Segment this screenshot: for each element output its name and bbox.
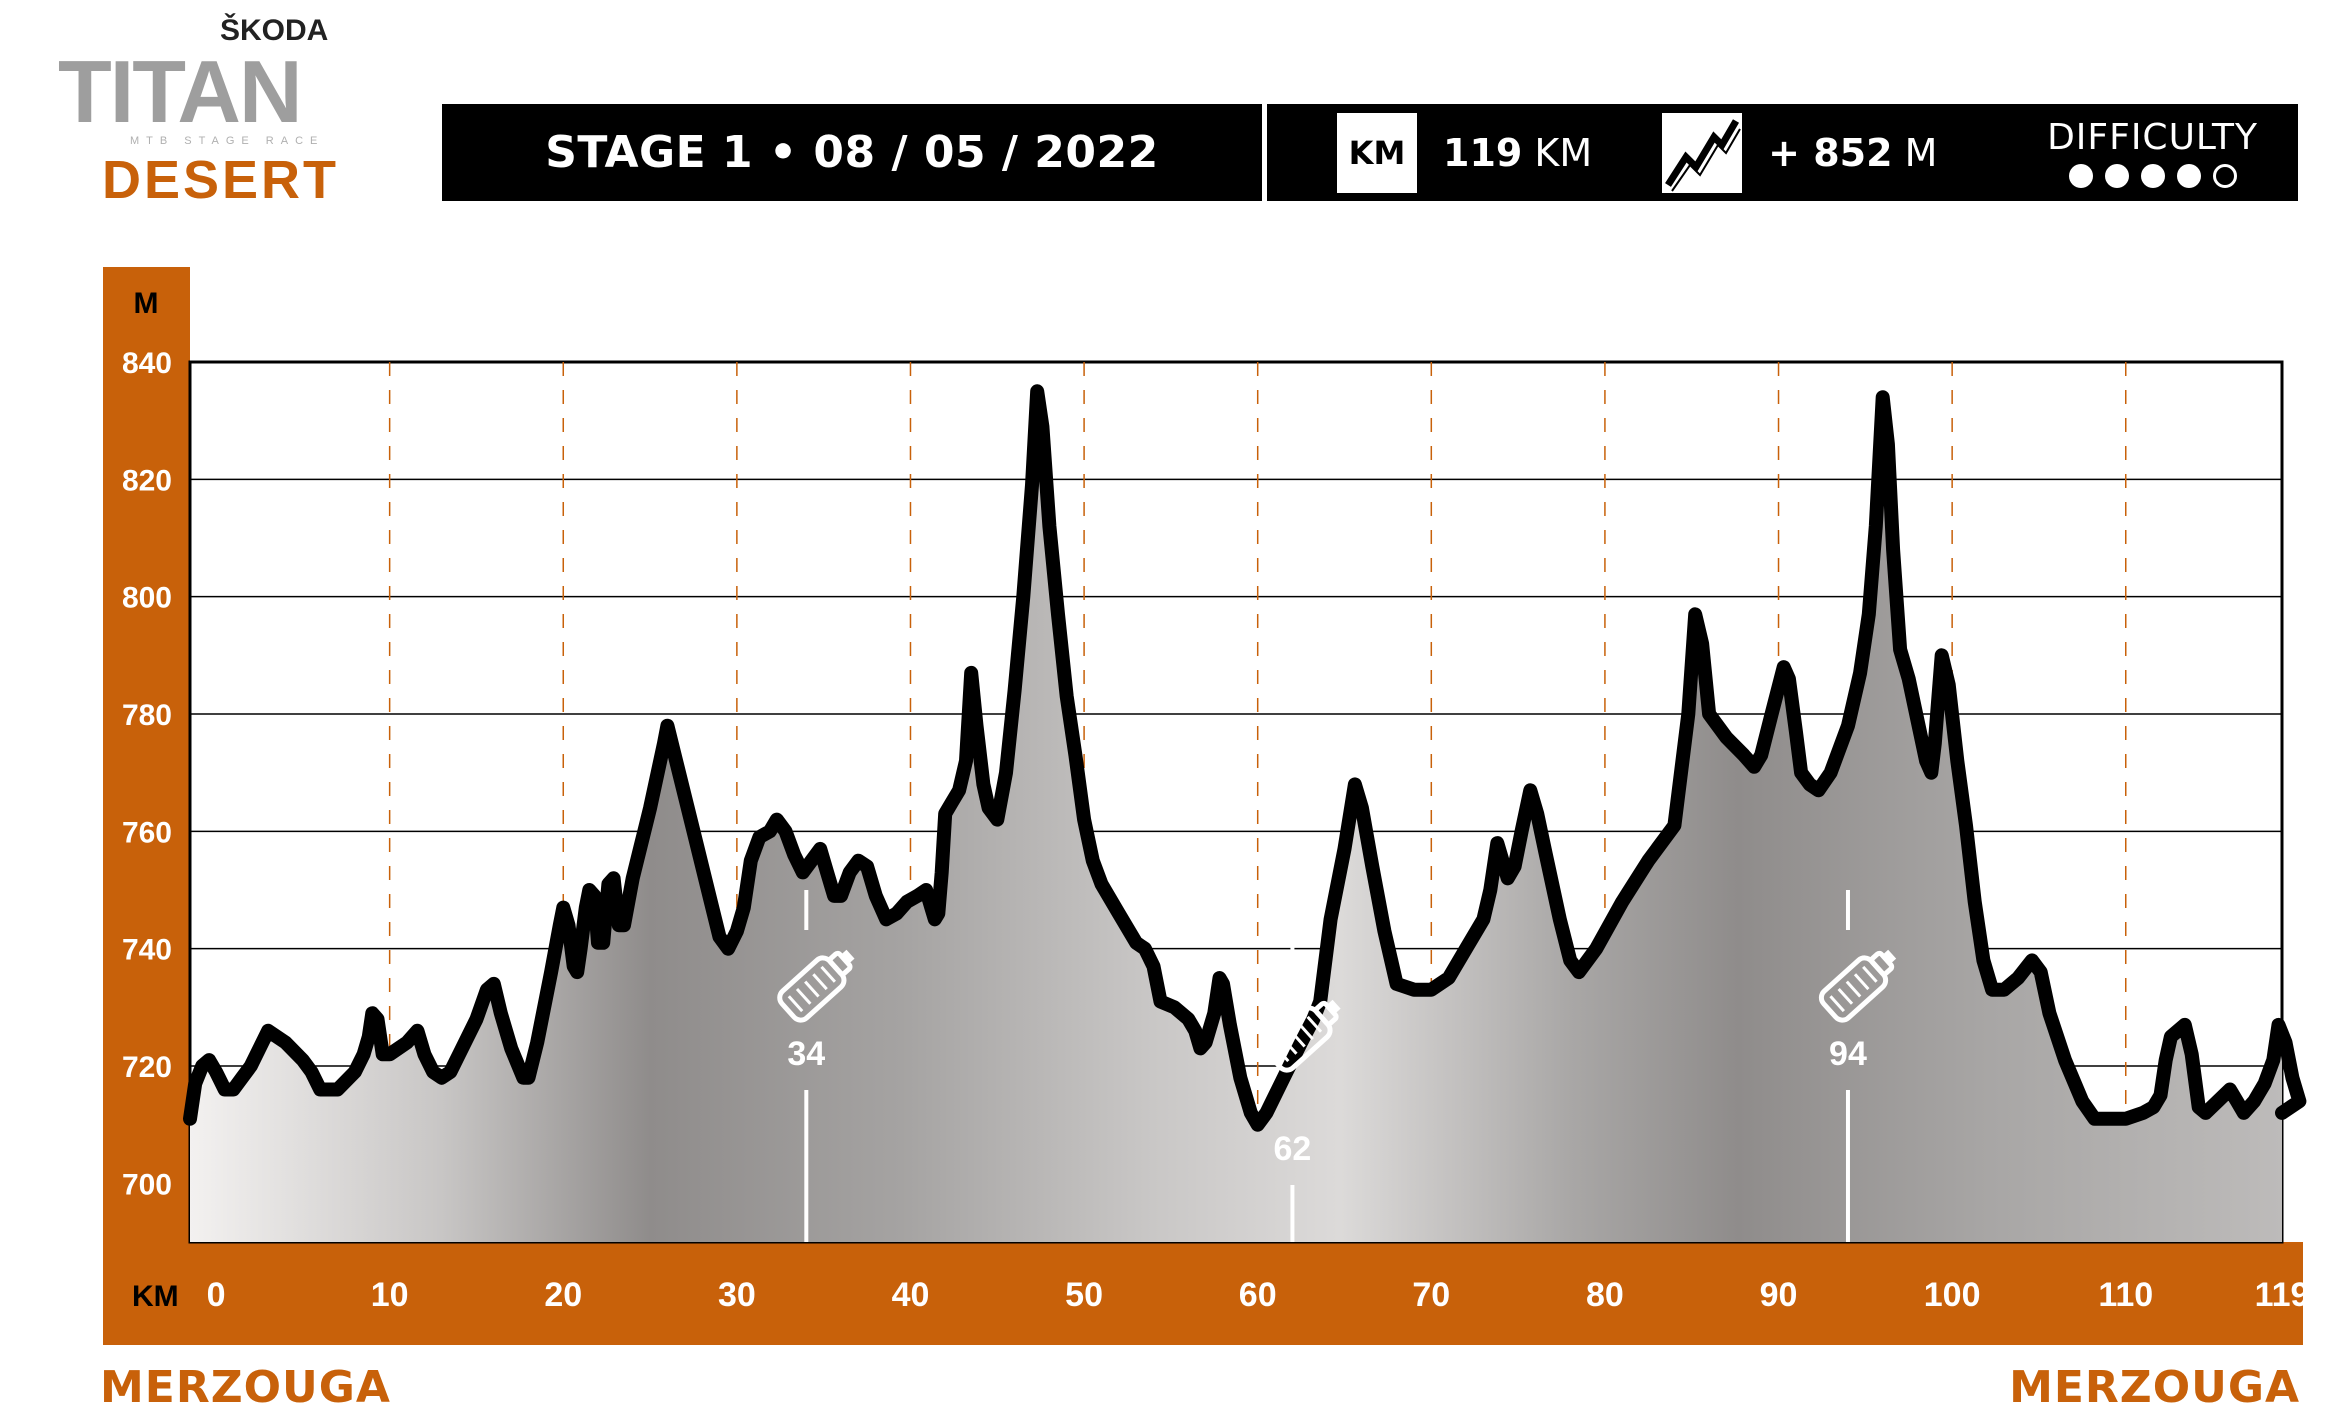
bottle-cap [840, 949, 855, 965]
climb-stat: + 852 M [1592, 104, 1937, 201]
bottle-rib [1306, 1015, 1323, 1033]
climb-value: + 852 [1768, 130, 1893, 175]
bottle-rib [787, 995, 804, 1013]
x-tick-label: 20 [544, 1276, 582, 1314]
y-tick-label: 740 [122, 934, 172, 967]
y-tick-label: 840 [122, 347, 172, 380]
bottle-cap [1326, 999, 1341, 1015]
x-axis-band [103, 1242, 2303, 1345]
x-tick-label: 100 [1924, 1276, 1981, 1314]
x-tick-label: 30 [718, 1276, 756, 1314]
difficulty-label: DIFFICULTY [2047, 117, 2258, 158]
feed-zone-label: 62 [1274, 1130, 1312, 1168]
bottle-rib [795, 987, 812, 1005]
y-axis-unit: M [134, 287, 159, 320]
difficulty-dot-filled [2176, 164, 2201, 188]
difficulty-dot-empty [2212, 164, 2237, 188]
water-bottle-icon [777, 949, 855, 1023]
mountain-climb-icon [1662, 112, 1743, 193]
x-tick-label: 10 [371, 1276, 409, 1314]
bottle-rib [812, 973, 828, 991]
bottle-rib [1862, 965, 1878, 983]
bottle-rib [1837, 987, 1854, 1005]
bottle-rib [1281, 1037, 1298, 1055]
elevation-area [190, 391, 2282, 1242]
distance-stat: KM 119 KM [1267, 104, 1592, 201]
bottle-rib [1853, 973, 1870, 991]
distance-value: 119 [1443, 130, 1523, 175]
logo-edition: DESERT [102, 150, 339, 210]
finish-location: MERZOUGA [2009, 1362, 2300, 1413]
feed-zone-94: 94 [1818, 890, 1897, 1242]
x-tick-label: 60 [1239, 1276, 1277, 1314]
feed-zone-label: 34 [787, 1035, 825, 1073]
titan-desert-logo: ŠKODA TITAN MTB STAGE RACE DESERT [58, 13, 339, 210]
y-tick-label: 780 [122, 699, 172, 732]
y-tick-label: 800 [122, 582, 172, 615]
y-tick-label: 720 [122, 1051, 172, 1084]
x-tick-label: 0 [207, 1276, 226, 1314]
bottle-rib [1829, 995, 1845, 1013]
x-axis-unit: KM [132, 1280, 179, 1313]
x-tick-label: 40 [892, 1276, 930, 1314]
bottle-cap [1882, 949, 1897, 965]
x-tick-label: 119 [2255, 1276, 2310, 1314]
bottle-rib [1845, 980, 1862, 998]
y-axis-band [103, 267, 190, 1242]
bottle-neck [1869, 950, 1895, 977]
x-tick-label: 50 [1065, 1276, 1103, 1314]
y-tick-label: 820 [122, 464, 172, 497]
x-tick-label: 110 [2098, 1276, 2153, 1314]
water-bottle-icon [1263, 999, 1341, 1073]
distance-unit: KM [1534, 130, 1593, 175]
feed-zone-62: 62 [1263, 940, 1341, 1242]
elevation-line [183, 384, 2307, 1132]
water-bottle-icon [1818, 949, 1897, 1023]
bottle-neck [1313, 1000, 1339, 1027]
feed-zone-34: 34 [777, 890, 855, 1242]
difficulty-rating: DIFFICULTY [2047, 117, 2258, 188]
y-tick-label: 700 [122, 1168, 172, 1201]
logo-name: TITAN [58, 42, 301, 141]
difficulty-dots [2068, 164, 2237, 188]
x-tick-label: 80 [1586, 1276, 1624, 1314]
difficulty-dot-filled [2140, 164, 2165, 188]
bottle-rib [1290, 1030, 1306, 1048]
bottle-rib [1298, 1023, 1314, 1041]
difficulty-dot-filled [2104, 164, 2129, 188]
bottle-rib [820, 965, 837, 983]
bottle-rib [1273, 1045, 1290, 1063]
climb-unit: M [1904, 130, 1938, 175]
feed-zone-label: 94 [1829, 1035, 1867, 1073]
bottle-rib [804, 980, 820, 998]
logo-brand: ŠKODA [220, 13, 328, 47]
x-tick-label: 90 [1760, 1276, 1798, 1314]
start-location: MERZOUGA [100, 1362, 391, 1413]
logo-tagline: MTB STAGE RACE [130, 135, 324, 147]
bottle-neck [827, 950, 853, 977]
difficulty-dot-filled [2068, 164, 2093, 188]
distance-icon: KM [1337, 112, 1417, 193]
y-tick-label: 760 [122, 816, 172, 849]
x-tick-label: 70 [1412, 1276, 1450, 1314]
stage-date: STAGE 1 • 08 / 05 / 2022 [442, 104, 1267, 201]
stage-info-bar: STAGE 1 • 08 / 05 / 2022 KM 119 KM + 852… [442, 104, 2298, 201]
